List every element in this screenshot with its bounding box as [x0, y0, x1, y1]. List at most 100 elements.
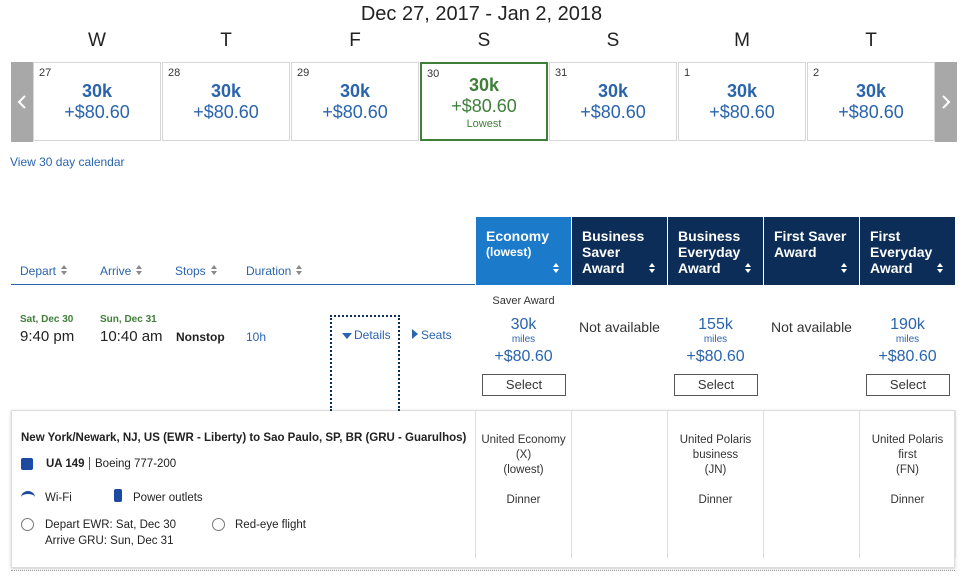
select-button[interactable]: Select [674, 374, 758, 396]
sort-icon [649, 269, 655, 273]
date-cell[interactable]: 27 30k +$80.60 [33, 62, 161, 141]
fare-header[interactable]: First Everyday Award [860, 217, 955, 285]
fee: +$80.60 [709, 102, 775, 122]
notice-icon [212, 518, 225, 531]
caret [412, 329, 418, 339]
route: New York/Newark, NJ, US (EWR - Liberty) … [21, 432, 467, 444]
date-cell[interactable]: 2 30k +$80.60 [807, 62, 935, 141]
seats-toggle[interactable]: Seats [421, 328, 452, 342]
fee: +$80.60 [322, 102, 388, 122]
miles-unit: miles [703, 334, 728, 345]
date-cell[interactable]: 28 30k +$80.60 [162, 62, 290, 141]
fare-sub: (lowest) [486, 245, 532, 259]
cabin: United Polaris [679, 434, 752, 446]
day-number: 28 [168, 67, 181, 79]
select-button[interactable]: Select [482, 374, 566, 396]
miles: 30k [210, 81, 242, 101]
fee: +$80.60 [580, 102, 646, 122]
fare-name: First Saver Award [774, 228, 847, 260]
date-range: Dec 27, 2017 - Jan 2, 2018 [360, 3, 603, 25]
miles: 30k [726, 81, 758, 101]
fare-name: Business Saver Award [582, 228, 645, 276]
date-cell[interactable]: 31 30k +$80.60 [549, 62, 677, 141]
divider [11, 570, 955, 571]
miles-unit: miles [511, 334, 536, 345]
sort-icon [136, 265, 142, 269]
cabin: (FN) [896, 464, 919, 476]
sort-icon [61, 265, 67, 269]
miles: 30k [468, 75, 500, 95]
sort-icon [649, 263, 655, 267]
sort-icon [937, 263, 943, 267]
sort-icon [841, 263, 847, 267]
sort-icon [136, 271, 142, 275]
prev-arrow[interactable] [11, 62, 33, 142]
plug-icon [114, 489, 122, 502]
fare-name: Business Everyday Award [678, 228, 741, 276]
column-separator [475, 410, 476, 558]
sort-icon [841, 269, 847, 273]
sort-header[interactable]: Stops [175, 264, 206, 278]
divider [11, 284, 475, 285]
miles: 30k [339, 81, 371, 101]
sort-icon [211, 271, 217, 275]
day-number: 2 [813, 67, 820, 79]
fare-header[interactable]: Business Saver Award [572, 217, 667, 285]
meal: Dinner [890, 494, 925, 506]
weekday: F [349, 30, 361, 51]
cabin: (JN) [704, 464, 727, 476]
notice: Red-eye flight [235, 519, 306, 531]
airline-logo [21, 458, 33, 470]
meal: Dinner [506, 494, 541, 506]
weekday: S [477, 30, 491, 51]
fee: +$80.60 [686, 348, 745, 365]
sort-icon [745, 263, 751, 267]
aircraft: Boeing 777-200 [95, 458, 177, 470]
sort-icon [937, 269, 943, 273]
miles-unit: miles [895, 334, 920, 345]
day-number: 31 [555, 67, 568, 79]
caret [342, 333, 352, 339]
notice: Depart EWR: Sat, Dec 30 [45, 519, 177, 531]
miles: 155k [698, 316, 733, 333]
arrive-time: 10:40 am [100, 328, 163, 345]
day-number: 27 [39, 67, 52, 79]
meal: Dinner [698, 494, 733, 506]
day-number: 30 [427, 68, 440, 80]
sort-icon [553, 263, 559, 267]
sort-header[interactable]: Duration [246, 264, 292, 278]
date-cell[interactable]: 30 30k +$80.60 Lowest [420, 62, 548, 141]
notice: Arrive GRU: Sun, Dec 31 [45, 535, 174, 547]
miles: 30k [510, 316, 537, 333]
weekday: W [88, 30, 106, 51]
miles: 190k [890, 316, 925, 333]
day-number: 29 [297, 67, 310, 79]
select-button[interactable]: Select [866, 374, 950, 396]
fare-name: Economy [486, 228, 550, 244]
calendar-link[interactable]: View 30 day calendar [10, 155, 125, 169]
depart-time: 9:40 pm [20, 328, 75, 345]
wifi-icon [21, 491, 35, 504]
fare-header[interactable]: Business Everyday Award [668, 217, 763, 285]
details-toggle[interactable]: Details [354, 328, 391, 342]
sort-header[interactable]: Arrive [100, 264, 132, 278]
details-panel [11, 410, 955, 568]
fare-header[interactable]: Economy (lowest) [476, 217, 571, 285]
fare-name: First Everyday Award [870, 228, 933, 276]
date-cell[interactable]: 29 30k +$80.60 [291, 62, 419, 141]
date-cell[interactable]: 1 30k +$80.60 [678, 62, 806, 141]
cabin: first [898, 449, 917, 461]
column-separator [955, 410, 956, 558]
fare-header[interactable]: First Saver Award [764, 217, 859, 285]
next-arrow[interactable] [935, 62, 957, 142]
fee: +$80.60 [64, 102, 130, 122]
fee: +$80.60 [494, 348, 553, 365]
arrive-date: Sun, Dec 31 [100, 314, 157, 325]
sort-header[interactable]: Depart [20, 264, 57, 278]
fee: +$80.60 [451, 96, 517, 116]
cabin: business [692, 449, 739, 461]
details-tab [330, 315, 400, 411]
duration: 10h [246, 330, 267, 344]
weekday: T [865, 30, 877, 51]
